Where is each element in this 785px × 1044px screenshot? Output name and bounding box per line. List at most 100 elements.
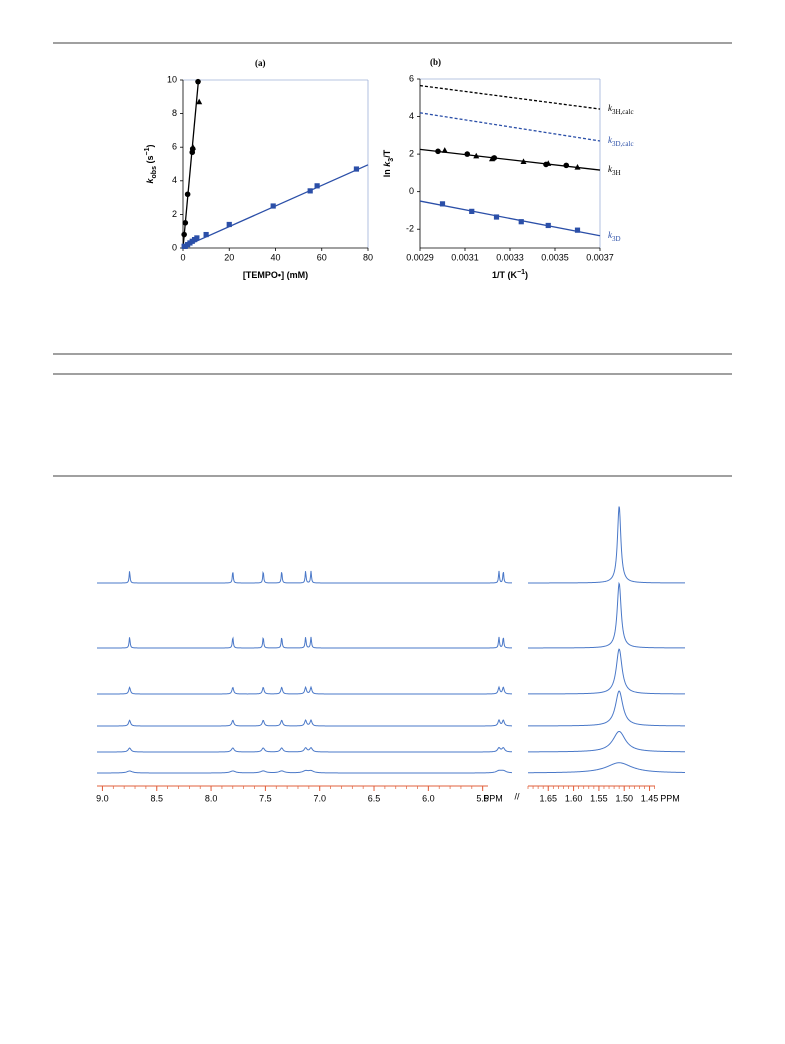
x-tick-label: 5.5 [476,793,489,803]
unit-label: PPM [660,793,680,803]
fit-line [419,84,601,110]
marker [181,231,187,238]
y-tick-label: 8 [172,108,177,118]
x-tick-label: 6.5 [368,793,381,803]
x-tick-label: 0.0031 [451,252,479,262]
label-part: obs [151,166,158,179]
marker [196,98,203,105]
x-tick-label: 80 [363,252,373,262]
label-part: ) [525,270,528,280]
x-tick-label: 6.0 [422,793,435,803]
label-part: 3H [612,169,621,177]
marker [194,235,200,241]
marker [441,147,448,153]
spectrum [97,746,513,753]
label-part: 1/T (K [492,270,518,280]
x-tick-label: 9.0 [96,793,109,803]
label-part: k [145,177,155,183]
label-part: 3D [612,234,621,242]
marker [226,221,232,228]
x-tick-label: 8.0 [205,793,218,803]
fit-line [419,112,601,142]
x-tick-label: 20 [224,252,234,262]
fit-line [419,148,601,171]
x-tick-label: 1.65 [539,793,557,803]
line-label: k3D [608,230,621,243]
x-tick-label: 1.55 [590,793,608,803]
spectrum [528,730,685,753]
label-part: 3H,calc [612,108,634,116]
y-axis-label: ln k3/T [382,149,394,177]
line-label: k3D,calc [608,135,634,148]
x-axis-label: [TEMPO•] (mM) [243,270,308,280]
marker [270,203,276,209]
marker [493,214,500,220]
spectrum [97,636,513,649]
panel-label: (a) [255,58,266,68]
marker [203,231,209,238]
unit-label: PPM [483,793,503,803]
marker [489,155,495,162]
label-part: ) [145,145,155,148]
marker [518,219,524,225]
x-axis-label: 1/T (K−1) [492,269,528,281]
marker [195,78,201,85]
label-part: (s [145,156,155,167]
y-tick-label: 2 [409,148,414,158]
y-tick-label: -2 [406,224,414,234]
spectrum [97,685,513,695]
label-part: 3D,calc [612,140,634,148]
y-tick-label: 4 [172,175,177,185]
x-tick-label: 0.0029 [406,252,434,262]
marker [435,148,441,155]
spectrum [97,769,513,774]
label-part: /T [382,149,392,158]
x-tick-label: 7.5 [259,793,272,803]
marker [574,227,581,233]
fit-line [419,200,601,237]
label-part: −1 [517,269,525,276]
x-tick-label: 1.45 [641,793,659,803]
marker [353,166,360,172]
marker [439,201,446,207]
y-tick-label: 0 [409,186,414,196]
spectrum [528,506,685,584]
marker [189,144,196,150]
x-tick-label: 0.0035 [541,252,569,262]
y-tick-label: 10 [167,74,177,84]
marker [307,188,313,194]
spectrum [97,570,513,584]
spectrum [97,718,513,727]
y-axis-label: kobs (s−1) [144,145,158,184]
line-label: k3H,calc [608,103,634,116]
label-part: [TEMPO•] (mM) [243,270,308,280]
x-tick-label: 0.0033 [496,252,524,262]
axis-break: // [514,791,520,801]
y-tick-label: 4 [409,111,414,121]
label-part: k [608,164,613,174]
label-part: k [382,161,392,167]
spectrum [528,581,685,649]
label-part: k [608,135,613,145]
spectrum [528,690,685,727]
marker [464,151,471,157]
label-part: −1 [144,147,151,155]
y-tick-label: 6 [409,73,414,83]
marker [520,158,527,165]
line-label: k3H [608,164,621,177]
x-tick-label: 60 [317,252,327,262]
marker [314,183,320,189]
marker [184,191,191,198]
y-tick-label: 0 [172,242,177,252]
x-tick-label: 0.0037 [586,252,614,262]
marker [563,162,570,169]
panel-label: (b) [430,57,441,67]
x-tick-label: 8.5 [150,793,163,803]
marker [545,222,551,229]
x-tick-label: 1.60 [565,793,583,803]
marker [182,220,189,226]
marker [574,164,581,170]
marker [473,152,480,159]
